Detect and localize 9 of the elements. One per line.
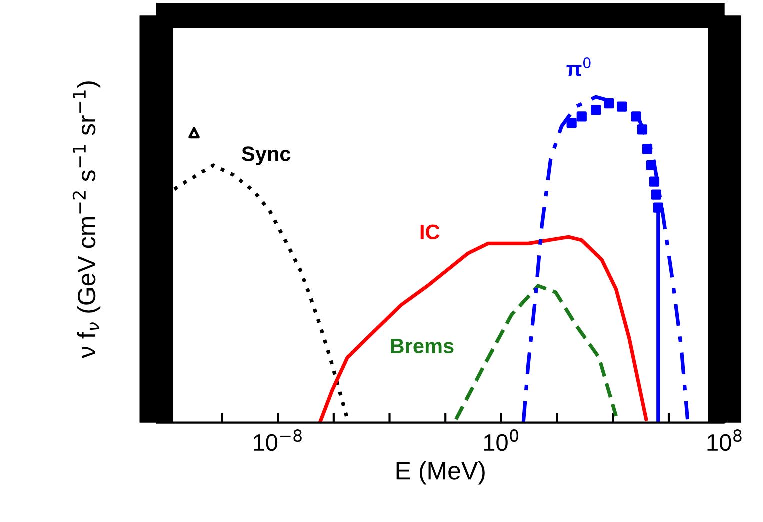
x-axis-title: E (MeV) bbox=[396, 461, 485, 485]
series-label: IC bbox=[420, 224, 440, 240]
x-tick-label: 10$^{−8}$ bbox=[254, 430, 302, 452]
x-tick-label: 10$^{8}$ bbox=[708, 430, 742, 452]
x-tick-label: 10$^{0}$ bbox=[484, 430, 518, 452]
series-label: Brems bbox=[391, 339, 454, 354]
text: ν f$_{ν}$ (GeV cm$^{−2}$ s$^{−1}$ sr$^{−1}$) bbox=[72, 82, 101, 358]
series-label: Sync bbox=[242, 146, 291, 166]
series-label: π$^{0}$ bbox=[566, 58, 591, 77]
